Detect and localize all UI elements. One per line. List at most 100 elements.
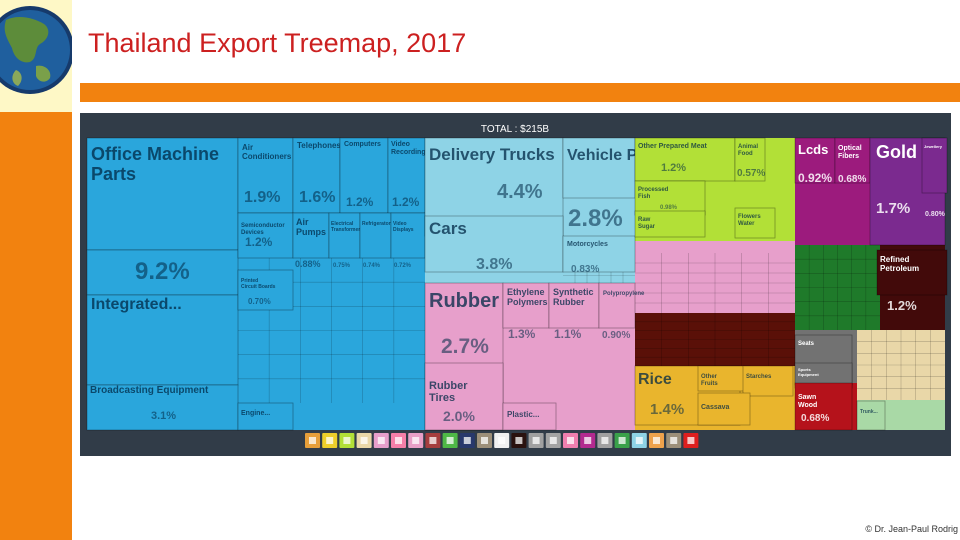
tile-label: Water bbox=[738, 221, 755, 227]
category-icon-glyph bbox=[412, 437, 420, 444]
tile-share: 1.9% bbox=[244, 189, 280, 206]
tile-label: Equipment bbox=[798, 372, 819, 377]
tile-refined-petroleum bbox=[876, 249, 948, 296]
category-icon-glyph bbox=[670, 437, 678, 444]
tile-label: Fruits bbox=[701, 381, 718, 387]
treemap-total-label: TOTAL : $215B bbox=[481, 124, 550, 135]
category-icon-glyph bbox=[395, 437, 402, 444]
tile-ethylene-polymers bbox=[502, 282, 550, 329]
category-icon-glyph bbox=[515, 437, 523, 444]
tile-share: 0.75% bbox=[333, 263, 351, 269]
treemap-group-4 bbox=[635, 241, 795, 313]
tile-share: 3.8% bbox=[476, 256, 512, 273]
tile-share: 0.70% bbox=[248, 297, 271, 306]
tile-label: Electrical bbox=[331, 221, 354, 227]
tile-share: 0.90% bbox=[602, 330, 630, 341]
category-icon-glyph bbox=[326, 437, 334, 444]
tile-label: Animal bbox=[738, 144, 758, 150]
category-icon-glyph bbox=[343, 437, 351, 444]
tile-label: Sawn bbox=[798, 394, 816, 401]
tile-label: Polypropylene bbox=[603, 291, 645, 297]
tile-share: 0.68% bbox=[838, 174, 866, 185]
tile-air-conditioners bbox=[237, 137, 294, 214]
tile-label: Air bbox=[242, 143, 253, 152]
globe-icon bbox=[0, 6, 74, 94]
tile-flowers-water bbox=[734, 207, 776, 239]
tile-share: 1.2% bbox=[245, 235, 273, 249]
tile-air-pumps bbox=[292, 212, 330, 259]
tile-integrated bbox=[86, 294, 239, 386]
tile-share: 0.92% bbox=[798, 171, 832, 185]
tile-label: Other Prepared Meat bbox=[638, 143, 708, 150]
tile-label: Fibers bbox=[838, 153, 859, 160]
tile-label: Food bbox=[738, 151, 753, 157]
tile-other-prepared-meat bbox=[634, 137, 736, 182]
tile-label: Wood bbox=[798, 402, 817, 409]
category-icon-glyph bbox=[498, 437, 506, 444]
category-icon-glyph bbox=[360, 437, 368, 444]
tile-label: Engine... bbox=[241, 410, 270, 417]
treemap-group-5 bbox=[635, 313, 795, 366]
tile-vehicle-parts bbox=[562, 137, 636, 199]
tile-share: 0.83% bbox=[571, 264, 599, 275]
tile-label: Pumps bbox=[296, 227, 326, 237]
tile-label: Air bbox=[296, 217, 309, 227]
tile-label: Gold bbox=[876, 142, 917, 162]
treemap-chart: TOTAL : $215B Office Machine Parts 9.2% Inte… bbox=[80, 113, 951, 456]
category-icon-glyph bbox=[687, 437, 695, 444]
tile-raw-sugar bbox=[634, 210, 706, 238]
tile-motorcycles bbox=[562, 235, 636, 273]
tile-share: 1.7% bbox=[876, 200, 910, 217]
tile-jewellery bbox=[921, 137, 948, 194]
tile-label: Seats bbox=[798, 341, 815, 347]
title-divider bbox=[80, 83, 960, 102]
tile-label: Rubber bbox=[429, 290, 499, 312]
tile-label: Printed bbox=[241, 278, 258, 284]
tile-label: Fish bbox=[638, 194, 651, 200]
category-icon-glyph bbox=[377, 437, 385, 444]
tile-telephones bbox=[292, 137, 341, 214]
tile-share: 0.80% bbox=[925, 211, 946, 218]
tile-animal-food bbox=[734, 137, 766, 182]
tile-refrigerators bbox=[359, 212, 392, 259]
tile-share: 0.98% bbox=[660, 205, 678, 211]
tile-label: Ethylene bbox=[507, 287, 545, 297]
tile-label: Processed bbox=[638, 187, 669, 193]
tile-label: Semiconductor bbox=[241, 223, 285, 229]
tile-label: Cassava bbox=[701, 404, 730, 411]
page-title: Thailand Export Treemap, 2017 bbox=[88, 28, 467, 58]
tile-label: Transformers bbox=[331, 227, 363, 233]
category-icon-glyph bbox=[653, 437, 660, 444]
category-icon-glyph bbox=[549, 437, 557, 444]
tile-share: 1.2% bbox=[392, 195, 420, 209]
tile-share: 1.2% bbox=[661, 162, 686, 174]
tile-label: Starches bbox=[746, 374, 772, 380]
tile-label: Refrigerators bbox=[362, 221, 394, 227]
tile-label: Jewellery bbox=[924, 144, 943, 149]
tile-label: Parts bbox=[91, 164, 136, 184]
tile-share: 2.8% bbox=[568, 205, 623, 232]
tile-label: Refined bbox=[880, 255, 909, 264]
tile-rubber-tires bbox=[424, 362, 504, 431]
tile-semiconductor-devices bbox=[237, 212, 294, 259]
tile-lcds bbox=[794, 137, 836, 184]
tile-share: 0.68% bbox=[801, 413, 829, 424]
tile-share: 1.1% bbox=[554, 327, 582, 341]
category-icon-glyph bbox=[618, 437, 626, 444]
category-icon-glyph bbox=[446, 437, 454, 444]
tile-share: 0.57% bbox=[737, 168, 765, 179]
tile-label: Tires bbox=[429, 392, 455, 404]
tile-engine bbox=[237, 402, 294, 431]
category-icon-glyph bbox=[601, 437, 609, 444]
tile-label: Rubber bbox=[429, 380, 468, 392]
tile-label: Cars bbox=[429, 219, 467, 238]
tile-sawn-wood bbox=[794, 382, 853, 431]
copyright-text: © Dr. Jean-Paul Rodrig bbox=[865, 524, 958, 534]
tile-other-fruits bbox=[697, 365, 751, 392]
globe-logo-panel bbox=[0, 0, 74, 112]
tile-office-machine-parts bbox=[86, 137, 239, 251]
tile-cassava bbox=[697, 392, 751, 426]
tile-label: Video bbox=[393, 221, 407, 227]
tile-label: Optical bbox=[838, 145, 862, 152]
tile-label: Sports bbox=[798, 367, 811, 372]
